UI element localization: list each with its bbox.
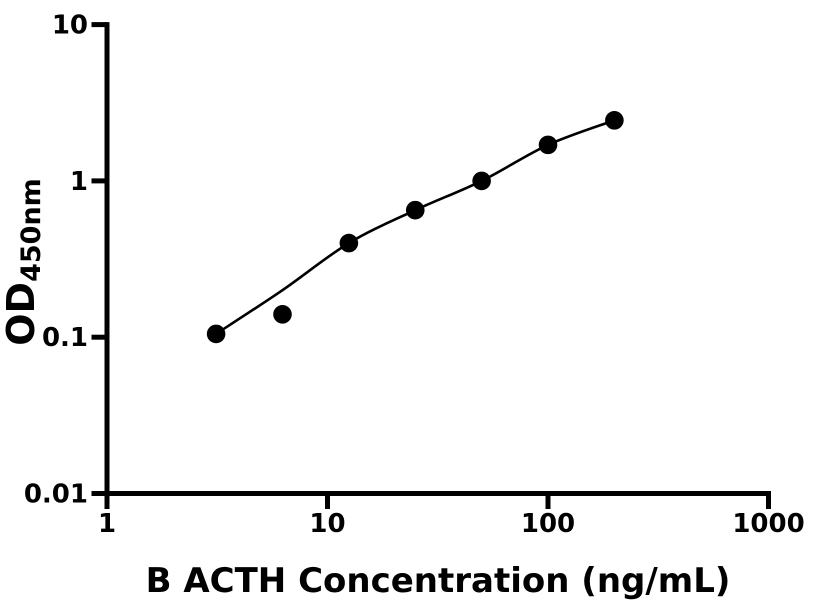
x-tick-label: 1 <box>98 509 116 539</box>
y-tick-label: 1 <box>70 167 88 197</box>
y-axis-title-subscript: 450nm <box>16 178 47 282</box>
data-point <box>206 324 226 344</box>
data-point <box>273 305 292 324</box>
data-point <box>605 111 624 130</box>
data-point <box>339 233 359 253</box>
x-tick-label: 1000 <box>732 509 804 539</box>
y-tick-label: 0.01 <box>24 480 88 510</box>
data-point <box>538 135 558 155</box>
data-point <box>405 200 425 220</box>
y-tick-label: 0.1 <box>42 323 88 353</box>
x-tick-label: 10 <box>309 509 345 539</box>
data-point <box>472 171 491 191</box>
y-axis-title-main: OD <box>0 282 43 346</box>
fit-curve <box>214 119 616 336</box>
y-tick-label: 10 <box>52 11 88 41</box>
x-tick-label: 100 <box>521 509 575 539</box>
x-axis-title: B ACTH Concentration (ng/mL) <box>146 561 731 601</box>
y-axis-title: OD450nm <box>0 178 47 346</box>
